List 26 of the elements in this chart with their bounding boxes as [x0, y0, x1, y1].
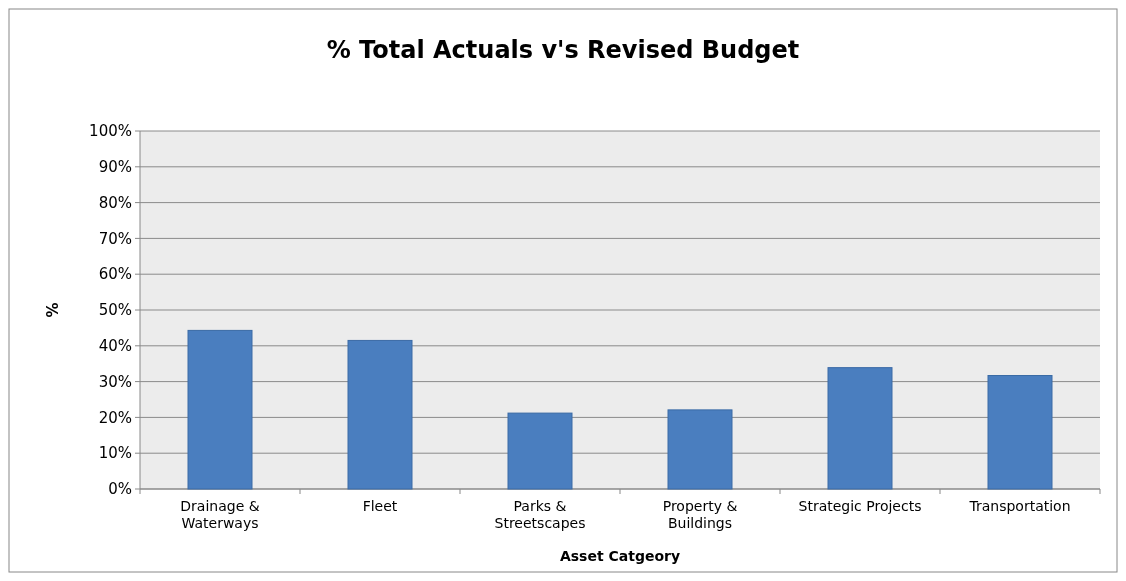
chart-title: % Total Actuals v's Revised Budget [326, 36, 800, 64]
y-tick-label: 40% [98, 337, 132, 356]
y-tick-label: 60% [98, 265, 132, 284]
x-tick-label: Drainage & Waterways [180, 498, 260, 531]
bar [507, 412, 573, 490]
x-axis-title: Asset Catgeory [559, 548, 681, 564]
y-tick-label: 10% [98, 444, 132, 463]
bar [827, 367, 893, 490]
bar [987, 375, 1053, 490]
bar [347, 339, 413, 490]
x-tick-label: Strategic Projects [798, 498, 922, 514]
y-tick-label: 20% [98, 408, 132, 427]
bar [667, 409, 733, 490]
x-tick-label: Property & Buildings [662, 498, 738, 531]
y-tick-label: 0% [108, 480, 132, 499]
y-tick-label: 50% [98, 301, 132, 320]
y-tick-label: 90% [98, 158, 132, 177]
y-tick-label: 70% [98, 229, 132, 248]
x-tick-label: Transportation [968, 498, 1071, 514]
bar [187, 329, 253, 490]
x-tick-label: Fleet [362, 498, 398, 514]
y-axis-title: % [44, 302, 62, 318]
y-tick-label: 100% [89, 122, 132, 141]
y-tick-label: 30% [98, 372, 132, 391]
y-tick-label: 80% [98, 193, 132, 212]
x-tick-label: Parks & Streetscapes [494, 498, 586, 531]
